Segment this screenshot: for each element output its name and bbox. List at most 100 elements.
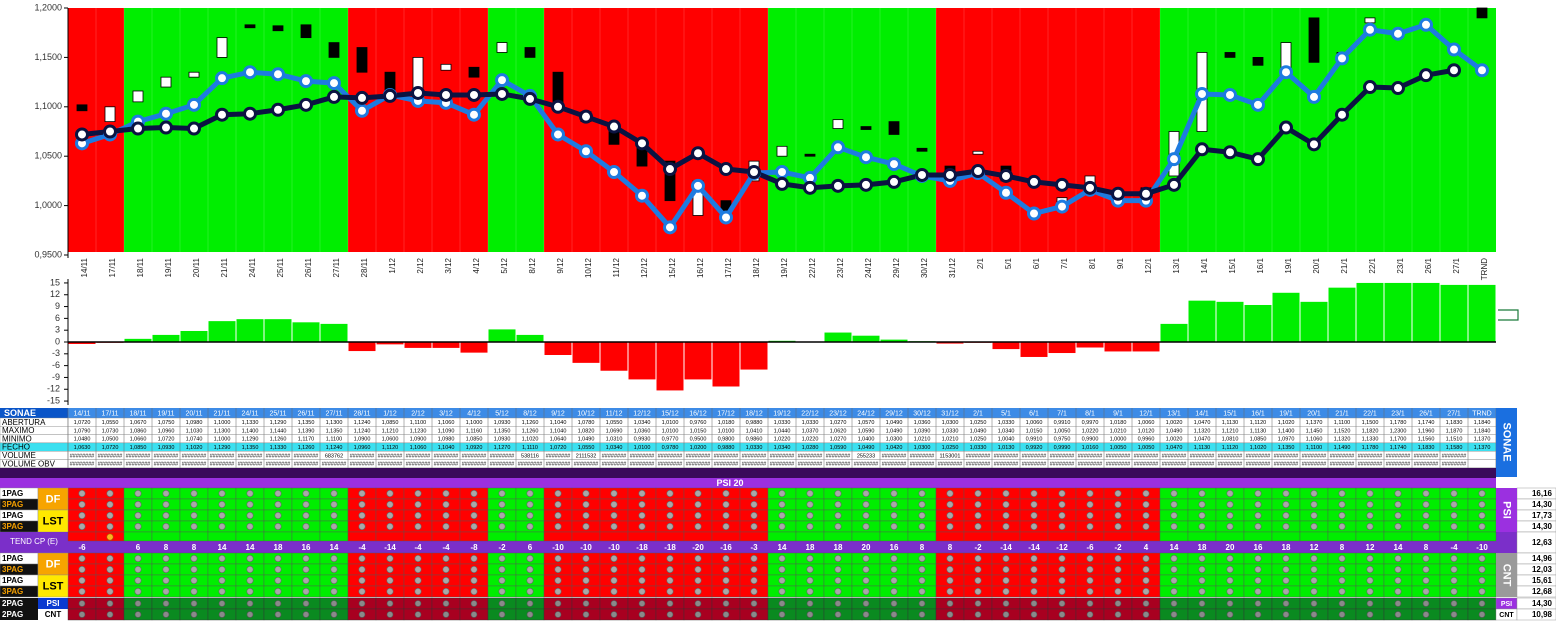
y-tick-label: 1,0000 [34,200,62,210]
signal-dot [134,522,142,530]
x-tick-label: 8/1 [1088,257,1097,269]
data-cell: 0,9880 [746,420,763,426]
signal-dot [946,489,954,497]
side-value: 12,63 [1532,538,1553,547]
trend-cell-top [487,531,517,542]
data-cell: 1,0330 [970,445,987,451]
data-cell: 1,0100 [662,420,679,426]
data-cell: 1,1230 [410,428,427,434]
data-cell: 1,1260 [522,428,539,434]
data-cell: ######## [406,462,431,468]
signal-band [292,8,320,252]
signal-dot [946,522,954,530]
data-cell: ######## [882,453,907,459]
signal-dot [1450,611,1458,618]
signal-dot [1226,511,1234,519]
data-cell: 1,0390 [914,428,931,434]
data-cell: 1,0020 [1166,420,1183,426]
signal-dot [1086,600,1094,607]
signal-dot [1366,611,1374,618]
data-cell: 1,0850 [1250,437,1267,443]
signal-dot [834,587,842,595]
data-cell: 1,0780 [578,420,595,426]
signal-dot [190,511,198,519]
signal-dot [1450,500,1458,508]
data-cell: ######## [182,462,207,468]
signal-dot [190,554,198,562]
header-date: 14/1 [1195,410,1209,417]
signal-band [236,8,264,252]
line-marker [1223,87,1237,102]
x-tick-label: 9/12 [556,257,565,273]
signal-dot [890,587,898,595]
signal-dot [778,500,786,508]
x-tick-label: 19/12 [780,257,789,278]
header-date: 16/12 [689,410,707,417]
trend-cell-top [207,531,237,542]
data-cell: 1,0250 [970,420,987,426]
data-cell: ######## [910,453,935,459]
signal-dot [302,565,310,573]
header-date: 20/1 [1307,410,1321,417]
trend-value: 18 [1198,543,1207,552]
group-label-cell [37,574,69,598]
signal-dot [330,576,338,584]
signal-dot [162,500,170,508]
data-cell: 0,9770 [662,437,679,443]
signal-dot [1170,600,1178,607]
signal-dot [554,600,562,607]
signal-dot [1114,611,1122,618]
bar [404,342,432,348]
x-tick-label: 3/12 [444,257,453,273]
signal-dot [1226,611,1234,618]
signal-dot [106,611,114,618]
data-cell: ######## [686,453,711,459]
trend-cell-top [1439,531,1469,542]
signal-dot [1058,489,1066,497]
header-date: 15/12 [661,410,679,417]
data-cell: 1,0660 [130,437,147,443]
header-label: SONAE [4,408,36,418]
signal-dot [302,587,310,595]
data-cell: 1,0960 [158,428,175,434]
signal-dot [1254,489,1262,497]
y-tick-label: -15 [47,395,60,405]
signal-dot [134,600,142,607]
signal-band [1468,8,1496,252]
data-cell: 1,0420 [886,445,903,451]
data-cell: ######## [1134,462,1159,468]
line-marker [1475,63,1489,78]
candle-body [916,147,928,152]
group-label: DF [46,558,61,570]
signal-dot [302,489,310,497]
bar [712,342,740,387]
signal-dot [1450,600,1458,607]
side-value: 14,30 [1532,500,1553,509]
data-cell: 1,0050 [1110,445,1127,451]
signal-dot [1226,500,1234,508]
data-cell: 1,1330 [242,420,259,426]
trend-value: 18 [806,543,815,552]
trend-cell-top [711,531,741,542]
data-cell: 0,9920 [1026,445,1043,451]
signal-dot [1198,587,1206,595]
trend-cell-top [347,531,377,542]
line-marker [103,124,117,139]
signal-band [1328,8,1356,252]
signal-dot [1450,522,1458,530]
data-cell: 1,0720 [158,437,175,443]
signal-dot [470,522,478,530]
signal-dot [918,511,926,519]
data-cell: ######## [966,462,991,468]
data-cell: 1,0180 [718,420,735,426]
header-date: 1/12 [383,410,397,417]
data-cell: ######## [210,462,235,468]
signal-dot [1366,576,1374,584]
line-marker [1111,186,1125,201]
signal-dot [1170,565,1178,573]
signal-dot [806,576,814,584]
data-cell: 1,0270 [830,420,847,426]
line-marker [1251,97,1265,112]
signal-dot [1030,554,1038,562]
data-cell: ######## [238,462,263,468]
